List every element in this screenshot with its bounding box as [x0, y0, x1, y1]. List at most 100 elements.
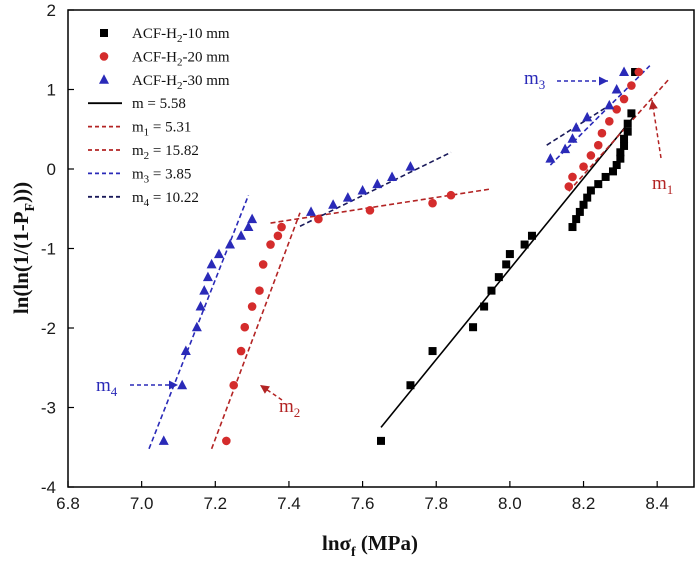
- data-point-triangle: [567, 133, 578, 143]
- data-point-circle: [365, 206, 375, 215]
- annotation-arrowhead: [260, 385, 270, 394]
- data-point-square: [627, 109, 636, 118]
- x-tick-label: 7.8: [424, 494, 448, 513]
- legend-marker-triangle: [99, 74, 109, 84]
- data-point-triangle: [177, 379, 188, 390]
- annotation-arrowhead: [169, 380, 178, 390]
- annotation-arrowhead: [648, 100, 658, 110]
- data-point-square: [572, 215, 581, 224]
- y-tick-label: -4: [41, 478, 56, 497]
- data-point-triangle: [213, 248, 224, 259]
- data-point-circle: [634, 67, 644, 77]
- data-point-square: [616, 148, 625, 157]
- legend-label: m3 = 3.85: [132, 166, 191, 185]
- data-point-circle: [255, 286, 264, 295]
- data-point-circle: [273, 231, 283, 241]
- data-point-circle: [240, 322, 250, 332]
- annotation-label: m1: [652, 173, 673, 197]
- data-point-circle: [597, 128, 607, 138]
- data-point-circle: [258, 260, 268, 269]
- data-point-circle: [446, 190, 456, 200]
- legend-label: m1 = 5.31: [132, 120, 191, 139]
- legend-label: ACF-H2-30 mm: [132, 73, 230, 92]
- legend-label: m = 5.58: [132, 96, 186, 112]
- data-point-triangle: [328, 199, 339, 209]
- data-point-triangle: [180, 345, 191, 356]
- annotation-label: m2: [279, 396, 300, 420]
- x-tick-label: 8.4: [645, 494, 669, 513]
- data-point-square: [583, 193, 592, 202]
- fit-line-4: [299, 151, 452, 227]
- data-point-circle: [428, 198, 437, 208]
- legend-marker-square: [100, 29, 108, 37]
- data-point-triangle: [342, 192, 353, 202]
- y-tick-label: -3: [41, 399, 56, 418]
- data-point-triangle: [372, 178, 383, 189]
- data-point-square: [406, 381, 415, 390]
- fit-lines: [148, 65, 669, 450]
- data-point-triangle: [387, 171, 398, 181]
- x-tick-label: 6.8: [56, 494, 80, 513]
- data-point-triangle: [306, 206, 317, 216]
- data-point-square: [494, 273, 503, 282]
- data-point-circle: [314, 214, 323, 224]
- data-point-circle: [579, 162, 588, 171]
- data-point-triangle: [604, 99, 615, 110]
- legend-label: m4 = 10.22: [132, 190, 199, 209]
- data-point-circle: [612, 105, 621, 114]
- legend-label: m2 = 15.82: [132, 143, 199, 162]
- data-point-triangle: [195, 301, 206, 311]
- data-point-triangle: [582, 111, 593, 122]
- data-point-square: [623, 119, 632, 128]
- data-point-circle: [236, 346, 246, 356]
- annotations: m4 m2 m3 m1: [96, 68, 673, 420]
- x-tick-label: 8.2: [572, 494, 596, 513]
- data-point-triangle: [199, 285, 210, 295]
- x-axis-label: lnσf (MPa): [322, 531, 418, 560]
- data-point-triangle: [357, 184, 368, 195]
- legend-label: ACF-H2-20 mm: [132, 49, 230, 68]
- fit-line-3: [148, 194, 250, 450]
- data-point-square: [620, 134, 629, 143]
- data-point-circle: [568, 172, 577, 182]
- data-point-circle: [586, 151, 596, 160]
- data-point-circle: [247, 302, 257, 311]
- x-tick-label: 7.2: [203, 494, 227, 513]
- annotation-label: m4: [96, 375, 118, 399]
- data-point-square: [428, 347, 437, 356]
- data-point-circle: [564, 182, 574, 191]
- y-tick-label: 0: [47, 160, 56, 179]
- fit-line-7: [546, 104, 610, 146]
- data-point-triangle: [611, 84, 622, 94]
- plot-area-frame: [67, 9, 695, 488]
- data-point-square: [520, 240, 529, 249]
- data-point-triangle: [571, 122, 582, 132]
- fit-line-5: [568, 79, 669, 192]
- data-point-square: [594, 180, 603, 189]
- axis-ticks: 6.8 7.0 7.2 7.4 7.6 7.8 8.0 8.2 8.4 -4 -3 -2 -1 0 1 2: [41, 1, 669, 513]
- data-point-square: [623, 127, 632, 136]
- annotation-arrow: [651, 99, 662, 159]
- data-point-square: [579, 200, 588, 209]
- legend-label: ACF-H2-10 mm: [132, 26, 230, 45]
- data-point-triangle: [560, 143, 571, 154]
- data-points: [158, 66, 644, 446]
- data-point-square: [601, 172, 610, 181]
- data-point-square: [502, 260, 511, 269]
- y-tick-label: 1: [47, 81, 56, 100]
- legend-marker-circle: [99, 52, 109, 61]
- data-point-triangle: [191, 321, 202, 332]
- y-tick-label: 2: [47, 1, 56, 20]
- y-tick-label: -2: [41, 319, 56, 338]
- fit-line-2: [210, 212, 301, 450]
- y-axis-label: ln(ln(1/(1-PF))): [9, 182, 38, 314]
- x-tick-label: 7.4: [277, 494, 301, 513]
- data-point-square: [608, 167, 617, 176]
- data-point-triangle: [545, 153, 556, 163]
- data-point-square: [586, 186, 595, 195]
- fit-line-0: [380, 114, 636, 428]
- x-tick-label: 8.0: [498, 494, 522, 513]
- data-point-square: [487, 286, 496, 295]
- data-point-circle: [229, 380, 239, 390]
